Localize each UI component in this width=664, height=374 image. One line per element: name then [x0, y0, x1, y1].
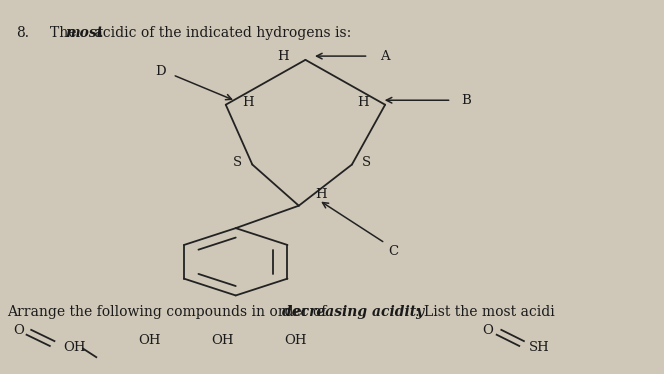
Text: SH: SH [529, 341, 550, 354]
Text: OH: OH [284, 334, 307, 347]
Text: H: H [315, 188, 327, 201]
Text: most: most [65, 26, 103, 40]
Text: O: O [13, 325, 24, 337]
Text: H: H [277, 50, 289, 62]
Text: S: S [362, 156, 371, 169]
Text: B: B [461, 94, 471, 107]
Text: H: H [357, 96, 369, 109]
Text: Arrange the following compounds in order of: Arrange the following compounds in order… [7, 305, 331, 319]
Text: decreasing acidity: decreasing acidity [282, 305, 424, 319]
Text: D: D [155, 65, 166, 77]
Text: The: The [50, 26, 80, 40]
Text: 8.: 8. [17, 26, 30, 40]
Text: acidic of the indicated hydrogens is:: acidic of the indicated hydrogens is: [90, 26, 351, 40]
Text: O: O [483, 325, 493, 337]
Text: C: C [388, 245, 398, 258]
Text: H: H [242, 96, 254, 109]
Text: OH: OH [211, 334, 234, 347]
Text: : List the most acidi: : List the most acidi [415, 305, 554, 319]
Text: A: A [380, 50, 390, 62]
Text: OH: OH [138, 334, 161, 347]
Text: OH: OH [63, 341, 86, 354]
Text: S: S [233, 156, 242, 169]
